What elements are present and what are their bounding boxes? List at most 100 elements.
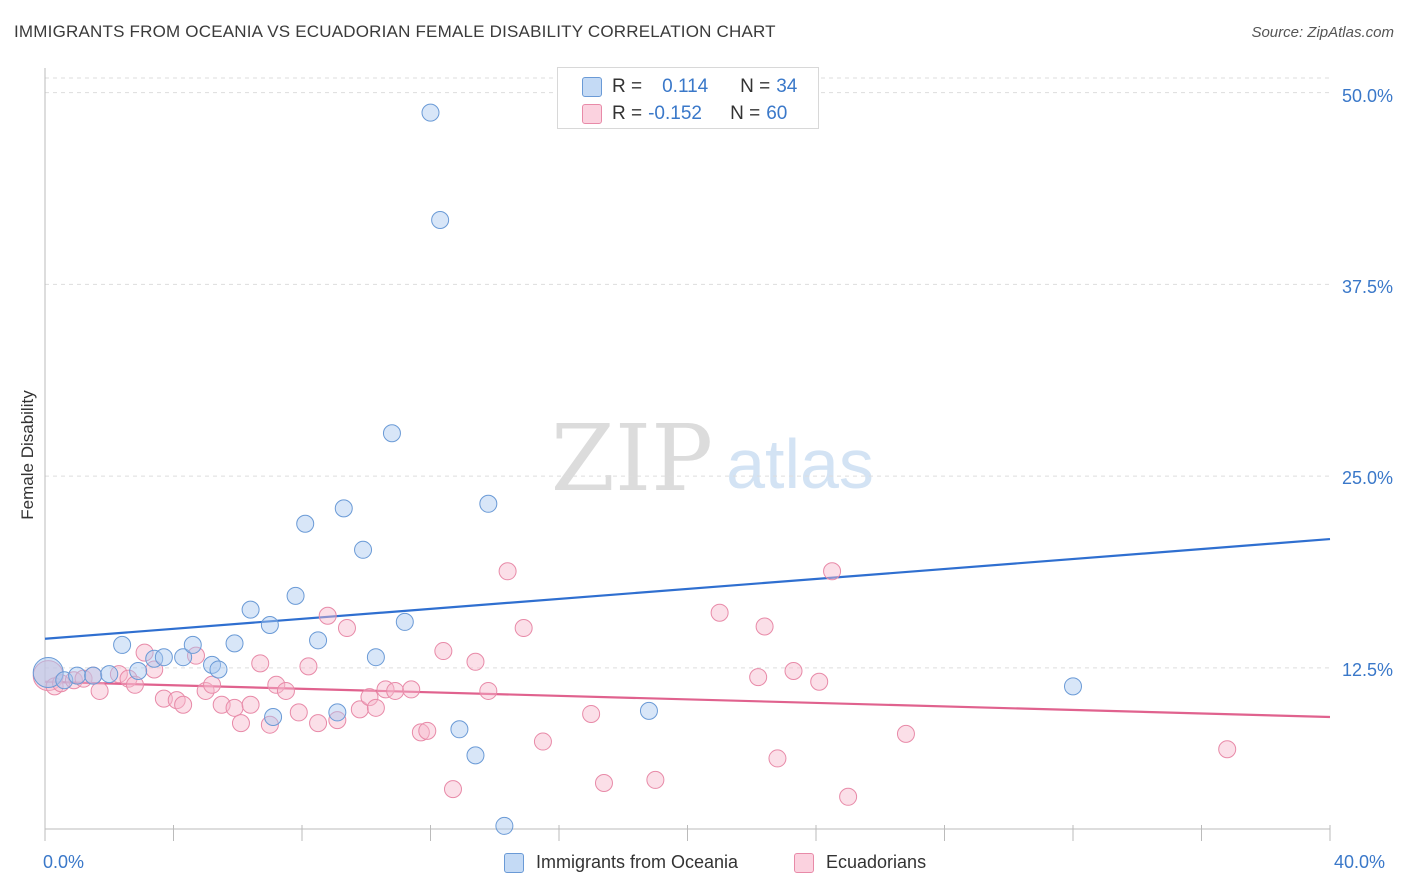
- point-oceania: [154, 648, 173, 667]
- point-oceania: [260, 615, 279, 634]
- point-ecuadorian: [896, 724, 915, 743]
- axes: [44, 68, 1331, 841]
- legend-row-ecuadorians: R = -0.152 N = 60: [582, 102, 787, 126]
- point-oceania: [286, 586, 305, 605]
- x-min-label: 0.0%: [43, 852, 85, 872]
- legend-row-oceania: R = 0.114 N = 34: [582, 75, 797, 99]
- point-ecuadorian: [411, 723, 430, 742]
- point-ecuadorian: [328, 711, 347, 730]
- point-ecuadorian: [174, 695, 193, 714]
- point-ecuadorian: [755, 617, 774, 636]
- grid-lines: [45, 77, 1330, 669]
- y-tick-label: 25.0%: [1341, 468, 1393, 488]
- y-tick-label: 37.5%: [1341, 277, 1393, 297]
- point-ecuadorian: [514, 619, 533, 638]
- legend-swatch-pink: [582, 104, 602, 124]
- point-oceania: [203, 655, 222, 674]
- point-ecuadorian: [360, 688, 379, 707]
- correlation-legend: R = 0.114 N = 34 R = -0.152 N = 60: [557, 67, 819, 129]
- point-ecuadorian: [337, 619, 356, 638]
- legend-swatch-blue: [582, 77, 602, 97]
- point-ecuadorian: [90, 681, 109, 700]
- point-ecuadorian: [231, 714, 250, 733]
- watermark-zip: ZIP: [551, 405, 713, 512]
- point-oceania: [466, 746, 485, 765]
- point-oceania: [495, 816, 514, 835]
- legend-r-label: R =: [612, 76, 643, 97]
- point-ecuadorian: [533, 732, 552, 751]
- point-oceania: [450, 720, 469, 739]
- point-ecuadorian: [225, 698, 244, 717]
- point-ecuadorian: [145, 660, 164, 679]
- point-ecuadorian: [810, 672, 829, 691]
- point-ecuadorian: [109, 665, 128, 684]
- point-ecuadorian: [498, 562, 517, 581]
- point-ecuadorian: [434, 642, 453, 661]
- point-ecuadorian: [154, 689, 173, 708]
- y-tick-label: 50.0%: [1341, 86, 1393, 106]
- point-oceania: [174, 648, 193, 667]
- point-oceania: [183, 635, 202, 654]
- y-axis-label: Female Disability: [18, 390, 37, 520]
- point-ecuadorian: [135, 643, 154, 662]
- source-credit: Source: ZipAtlas.com: [1251, 24, 1394, 41]
- point-oceania: [334, 499, 353, 518]
- point-oceania: [354, 540, 373, 559]
- point-ecuadorian: [267, 675, 286, 694]
- legend-n-value: 34: [776, 76, 798, 97]
- point-ecuadorian: [350, 700, 369, 719]
- point-ecuadorian: [768, 749, 787, 768]
- point-oceania: [395, 612, 414, 631]
- point-ecuadorian: [366, 698, 385, 717]
- bottom-legend-oceania: Immigrants from Oceania: [504, 852, 738, 873]
- point-oceania: [145, 649, 164, 668]
- x-max-label: 40.0%: [1334, 852, 1386, 872]
- point-ecuadorian: [594, 773, 613, 792]
- y-tick-label: 12.5%: [1341, 660, 1393, 680]
- point-ecuadorian: [241, 695, 260, 714]
- legend-n-value: 60: [766, 103, 788, 124]
- point-oceania: [113, 635, 132, 654]
- point-ecuadorian: [276, 681, 295, 700]
- point-oceania: [100, 665, 119, 684]
- point-oceania: [209, 660, 228, 679]
- point-oceania: [366, 648, 385, 667]
- point-ecuadorian: [125, 675, 144, 694]
- bottom-legend-swatch-blue: [504, 852, 524, 873]
- point-oceania: [639, 701, 658, 720]
- point-oceania: [309, 631, 328, 650]
- point-ecuadorian: [784, 661, 803, 680]
- point-ecuadorian: [402, 680, 421, 699]
- point-ecuadorian: [823, 562, 842, 581]
- point-ecuadorian: [443, 780, 462, 799]
- point-ecuadorian: [466, 652, 485, 671]
- point-oceania: [225, 634, 244, 653]
- legend-r-value: -0.152: [648, 103, 702, 124]
- point-ecuadorian: [376, 680, 395, 699]
- point-ecuadorian: [749, 668, 768, 687]
- trend-lines: [44, 537, 1331, 719]
- legend-r-value: 0.114: [662, 76, 709, 97]
- legend-n-label: N =: [740, 76, 771, 97]
- point-oceania: [84, 666, 103, 685]
- bottom-legend-label: Ecuadorians: [826, 852, 927, 872]
- point-ecuadorian: [167, 691, 186, 710]
- trend-line-oceania: [44, 537, 1331, 640]
- point-ecuadorian: [418, 721, 437, 740]
- point-oceania: [328, 703, 347, 722]
- point-ecuadorian: [251, 654, 270, 673]
- bottom-legend-label: Immigrants from Oceania: [536, 852, 739, 872]
- point-ecuadorian: [289, 703, 308, 722]
- point-oceania: [431, 211, 450, 230]
- point-ecuadorian: [839, 787, 858, 806]
- point-ecuadorian: [582, 704, 601, 723]
- point-oceania: [68, 666, 87, 685]
- point-oceania: [296, 514, 315, 533]
- point-ecuadorian: [186, 646, 205, 665]
- point-ecuadorian: [299, 657, 318, 676]
- point-oceania: [264, 708, 283, 727]
- point-ecuadorian: [710, 603, 729, 622]
- point-ecuadorian: [318, 606, 337, 625]
- bottom-legend-ecuadorians: Ecuadorians: [794, 852, 926, 873]
